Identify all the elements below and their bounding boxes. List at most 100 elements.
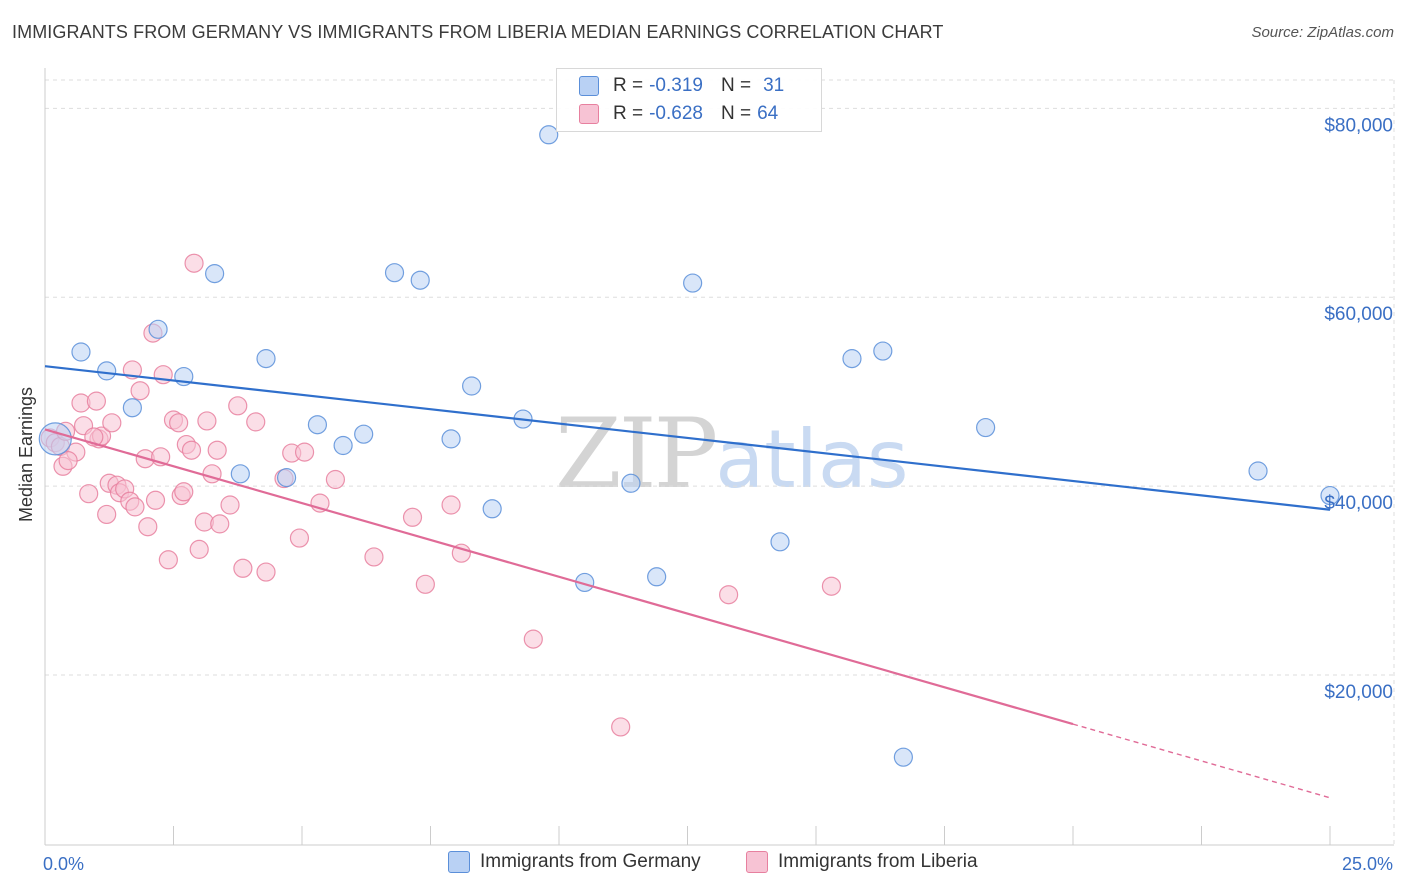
legend-item-germany[interactable]: Immigrants from Germany: [448, 851, 701, 873]
germany-point: [770, 532, 790, 552]
liberia-r-value: -0.628: [649, 103, 703, 124]
liberia-point: [174, 482, 194, 502]
germany-n-label: N =: [720, 75, 752, 96]
series-legend: Immigrants from Germany Immigrants from …: [0, 851, 1406, 879]
liberia-point: [207, 440, 227, 460]
germany-point: [97, 361, 117, 381]
liberia-point: [523, 629, 543, 649]
germany-trend-line: [44, 365, 1331, 511]
liberia-point: [181, 440, 202, 460]
liberia-point: [821, 576, 842, 596]
liberia-point: [325, 469, 346, 490]
liberia-r-label: R =: [613, 103, 644, 124]
liberia-point: [58, 451, 78, 471]
liberia-point: [289, 528, 310, 548]
germany-point: [1320, 485, 1340, 506]
germany-point: [230, 464, 250, 484]
germany-point: [71, 342, 91, 362]
liberia-point: [125, 497, 145, 517]
germany-n-value: 31: [763, 75, 785, 96]
germany-point: [122, 398, 142, 418]
germany-point: [1248, 461, 1268, 481]
liberia-point: [210, 514, 230, 534]
germany-points: [38, 125, 1340, 767]
liberia-trend-line: [44, 428, 1074, 726]
liberia-point: [189, 539, 209, 559]
liberia-point: [169, 413, 189, 433]
germany-point: [354, 424, 374, 444]
liberia-point: [97, 504, 117, 525]
germany-swatch: [579, 76, 599, 96]
liberia-point: [228, 396, 248, 416]
y-tick-label: $20,000: [1324, 682, 1393, 703]
liberia-point: [130, 381, 150, 401]
y-axis-title: Median Earnings: [16, 387, 36, 522]
liberia-point: [158, 550, 178, 570]
liberia-point: [184, 253, 204, 273]
liberia-legend-swatch: [746, 851, 768, 873]
germany-point: [441, 429, 461, 449]
germany-point: [410, 270, 430, 290]
axes: [44, 68, 1394, 846]
liberia-point: [233, 558, 253, 578]
watermark-zip: ZIP: [555, 398, 718, 510]
y-tick-label: $80,000: [1324, 115, 1393, 136]
chart-title: IMMIGRANTS FROM GERMANY VS IMMIGRANTS FR…: [12, 22, 944, 42]
germany-point: [276, 468, 297, 488]
germany-point: [893, 747, 913, 767]
liberia-point: [415, 574, 435, 594]
liberia-n-value: 64: [757, 103, 779, 124]
germany-point: [683, 273, 703, 293]
liberia-point: [220, 495, 240, 515]
germany-point: [873, 341, 893, 361]
liberia-legend-label: Immigrants from Liberia: [778, 851, 978, 872]
germany-point: [205, 264, 225, 284]
x-tick-label: 0.0%: [43, 854, 84, 874]
liberia-point: [364, 547, 384, 567]
liberia-point: [246, 412, 266, 432]
liberia-point: [86, 391, 107, 411]
germany-point: [842, 349, 862, 369]
germany-point: [482, 499, 502, 519]
germany-point: [307, 415, 328, 435]
germany-legend-label: Immigrants from Germany: [480, 851, 701, 872]
grid-lines: [45, 79, 1395, 845]
liberia-point: [145, 490, 166, 510]
germany-point: [148, 319, 168, 339]
correlation-legend: R = -0.319 N = 31 R = -0.628 N = 64: [556, 68, 822, 132]
germany-point: [621, 473, 641, 493]
germany-legend-swatch: [448, 851, 470, 873]
germany-point: [539, 125, 559, 145]
germany-point: [647, 567, 667, 587]
legend-row-liberia: R = -0.628 N = 64: [579, 100, 778, 128]
germany-r-label: R =: [613, 75, 644, 96]
liberia-swatch: [579, 104, 599, 124]
x-tick-label: 25.0%: [1342, 854, 1393, 874]
liberia-point: [294, 442, 315, 462]
liberia-trend-extension: [1072, 723, 1331, 799]
liberia-point: [138, 517, 158, 537]
germany-point: [384, 263, 405, 283]
germany-point: [976, 417, 996, 438]
liberia-point: [402, 507, 423, 527]
germany-point: [462, 376, 482, 396]
liberia-point: [451, 543, 471, 563]
liberia-point: [102, 413, 122, 433]
liberia-point: [719, 585, 739, 605]
trend-lines: [44, 365, 1331, 799]
y-tick-label: $60,000: [1324, 304, 1393, 325]
axis-labels: $20,000 $40,000 $60,000 $80,000 0.0% 25.0% Med…: [16, 115, 1393, 874]
germany-point: [38, 422, 72, 456]
liberia-point: [79, 484, 99, 504]
liberia-point: [197, 411, 217, 431]
germany-point: [333, 435, 353, 456]
liberia-points: [40, 253, 842, 737]
legend-item-liberia[interactable]: Immigrants from Liberia: [746, 851, 978, 873]
liberia-point: [256, 562, 276, 582]
liberia-point: [441, 495, 461, 515]
source-credit: Source: ZipAtlas.com: [1251, 24, 1394, 41]
liberia-n-label: N =: [720, 103, 752, 124]
y-tick-label: $40,000: [1324, 493, 1393, 514]
legend-row-germany: R = -0.319 N = 31: [579, 72, 784, 100]
